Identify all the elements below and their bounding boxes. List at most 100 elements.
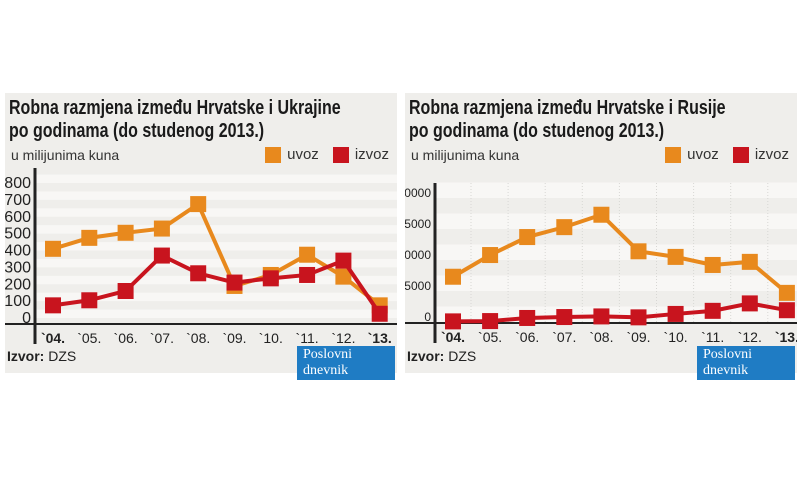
- grid-band: [35, 191, 397, 200]
- unit-label: u milijunima kuna: [11, 147, 120, 163]
- data-point-uvoz: [117, 224, 134, 241]
- x-tick-label: `09.: [626, 329, 650, 345]
- grid-band: [435, 244, 797, 260]
- y-tick-label: 5000: [405, 279, 431, 293]
- data-point-uvoz: [556, 219, 573, 236]
- x-tick-label: `11.: [701, 329, 724, 345]
- data-point-uvoz: [630, 243, 647, 260]
- line-chart: 0 5000 10000 15000 20000 `04. `05. `06. `07. `08.…: [405, 182, 797, 345]
- x-tick-label: `07.: [150, 330, 174, 346]
- grid-band: [435, 182, 797, 198]
- data-point-izvoz: [667, 305, 684, 322]
- data-point-izvoz: [371, 305, 388, 322]
- y-tick-label: 800: [5, 175, 31, 192]
- x-tick-label: `11.: [296, 330, 319, 346]
- legend-swatch-uvoz: [265, 146, 282, 163]
- grid-band: [35, 174, 397, 183]
- grid-band: [35, 292, 397, 302]
- source: Izvor: DZS: [7, 348, 77, 364]
- x-tick-label: `04.: [441, 329, 465, 345]
- x-tick-label: `05.: [478, 329, 502, 345]
- x-tick-label: `10.: [259, 330, 283, 346]
- y-tick-label: 400: [5, 243, 31, 260]
- publisher-logo: Poslovni dnevnik: [297, 346, 395, 380]
- grid-band: [35, 225, 397, 234]
- y-tick-label: 10000: [405, 248, 431, 262]
- legend-swatch-uvoz: [665, 146, 682, 163]
- x-tick-label: `05.: [77, 330, 101, 346]
- data-point-uvoz: [190, 196, 207, 213]
- series-line-uvoz: [52, 201, 381, 307]
- data-point-izvoz: [45, 297, 61, 314]
- data-point-izvoz: [81, 292, 98, 309]
- legend-label-izvoz: izvoz: [354, 146, 389, 163]
- y-tick-label: 500: [5, 226, 31, 243]
- data-point-izvoz: [741, 295, 758, 312]
- data-point-uvoz: [667, 248, 684, 265]
- data-point-izvoz: [335, 252, 352, 269]
- grid-band: [35, 309, 397, 318]
- grid-band: [35, 208, 397, 217]
- chart-title: Robna razmjena između Hrvatske i Ukrajin…: [9, 97, 341, 142]
- legend-label-uvoz: uvoz: [287, 146, 319, 163]
- data-point-izvoz: [482, 313, 499, 330]
- y-tick-label: 700: [5, 192, 31, 209]
- data-point-uvoz: [519, 229, 536, 246]
- grid-band: [35, 275, 397, 285]
- y-tick-label: 0: [424, 310, 431, 324]
- x-tick-label: `08.: [186, 330, 210, 346]
- series-line-izvoz: [452, 301, 788, 324]
- data-point-izvoz: [556, 309, 573, 326]
- data-point-izvoz: [704, 302, 721, 319]
- x-tick-label: `13.: [775, 329, 797, 345]
- grid-band: [435, 213, 797, 229]
- chart-panel-russia: Robna razmjena između Hrvatske i Rusije p…: [405, 93, 797, 380]
- legend-label-izvoz: izvoz: [754, 146, 789, 163]
- series-line-uvoz: [451, 212, 789, 295]
- x-tick-label: `04.: [41, 330, 65, 346]
- y-tick-label: 20000: [405, 186, 431, 200]
- x-tick-label: `12.: [331, 330, 355, 346]
- chart-title: Robna razmjena između Hrvatske i Rusije p…: [409, 97, 726, 142]
- data-point-uvoz: [81, 229, 98, 246]
- x-tick-label: `08.: [589, 329, 613, 345]
- data-point-izvoz: [299, 266, 316, 283]
- y-tick-label: 600: [5, 209, 31, 226]
- data-point-izvoz: [630, 309, 647, 326]
- y-tick-label: 0: [22, 310, 31, 327]
- data-point-izvoz: [190, 265, 207, 282]
- x-tick-label: `13.: [368, 330, 392, 346]
- data-point-uvoz: [445, 268, 461, 285]
- source: Izvor: DZS: [407, 348, 477, 364]
- x-tick-label: `09.: [222, 330, 246, 346]
- data-point-izvoz: [778, 302, 795, 319]
- legend: uvoz izvoz: [265, 146, 389, 163]
- x-tick-label: `10.: [664, 329, 688, 345]
- data-point-uvoz: [482, 247, 499, 264]
- data-point-uvoz: [593, 206, 610, 223]
- data-point-uvoz: [741, 253, 758, 270]
- x-tick-label: `06.: [114, 330, 138, 346]
- data-point-uvoz: [335, 268, 352, 285]
- y-tick-label: 200: [5, 276, 31, 293]
- x-tick-label: `12.: [738, 329, 762, 345]
- grid-band: [435, 275, 797, 291]
- data-point-uvoz: [704, 256, 721, 273]
- data-point-izvoz: [262, 270, 279, 287]
- data-point-uvoz: [299, 246, 316, 263]
- legend-swatch-izvoz: [332, 146, 349, 163]
- y-tick-label: 300: [5, 259, 31, 276]
- legend-label-uvoz: uvoz: [687, 146, 719, 163]
- x-tick-label: `06.: [515, 329, 539, 345]
- data-point-izvoz: [226, 274, 243, 291]
- data-point-izvoz: [593, 308, 610, 325]
- series-line-izvoz: [52, 253, 382, 315]
- data-point-izvoz: [117, 283, 134, 299]
- publisher-logo: Poslovni dnevnik: [697, 346, 795, 380]
- legend-swatch-izvoz: [732, 146, 749, 163]
- x-tick-label: `07.: [552, 329, 576, 345]
- data-point-izvoz: [519, 309, 536, 326]
- grid-band: [35, 258, 397, 268]
- data-point-uvoz: [153, 220, 170, 237]
